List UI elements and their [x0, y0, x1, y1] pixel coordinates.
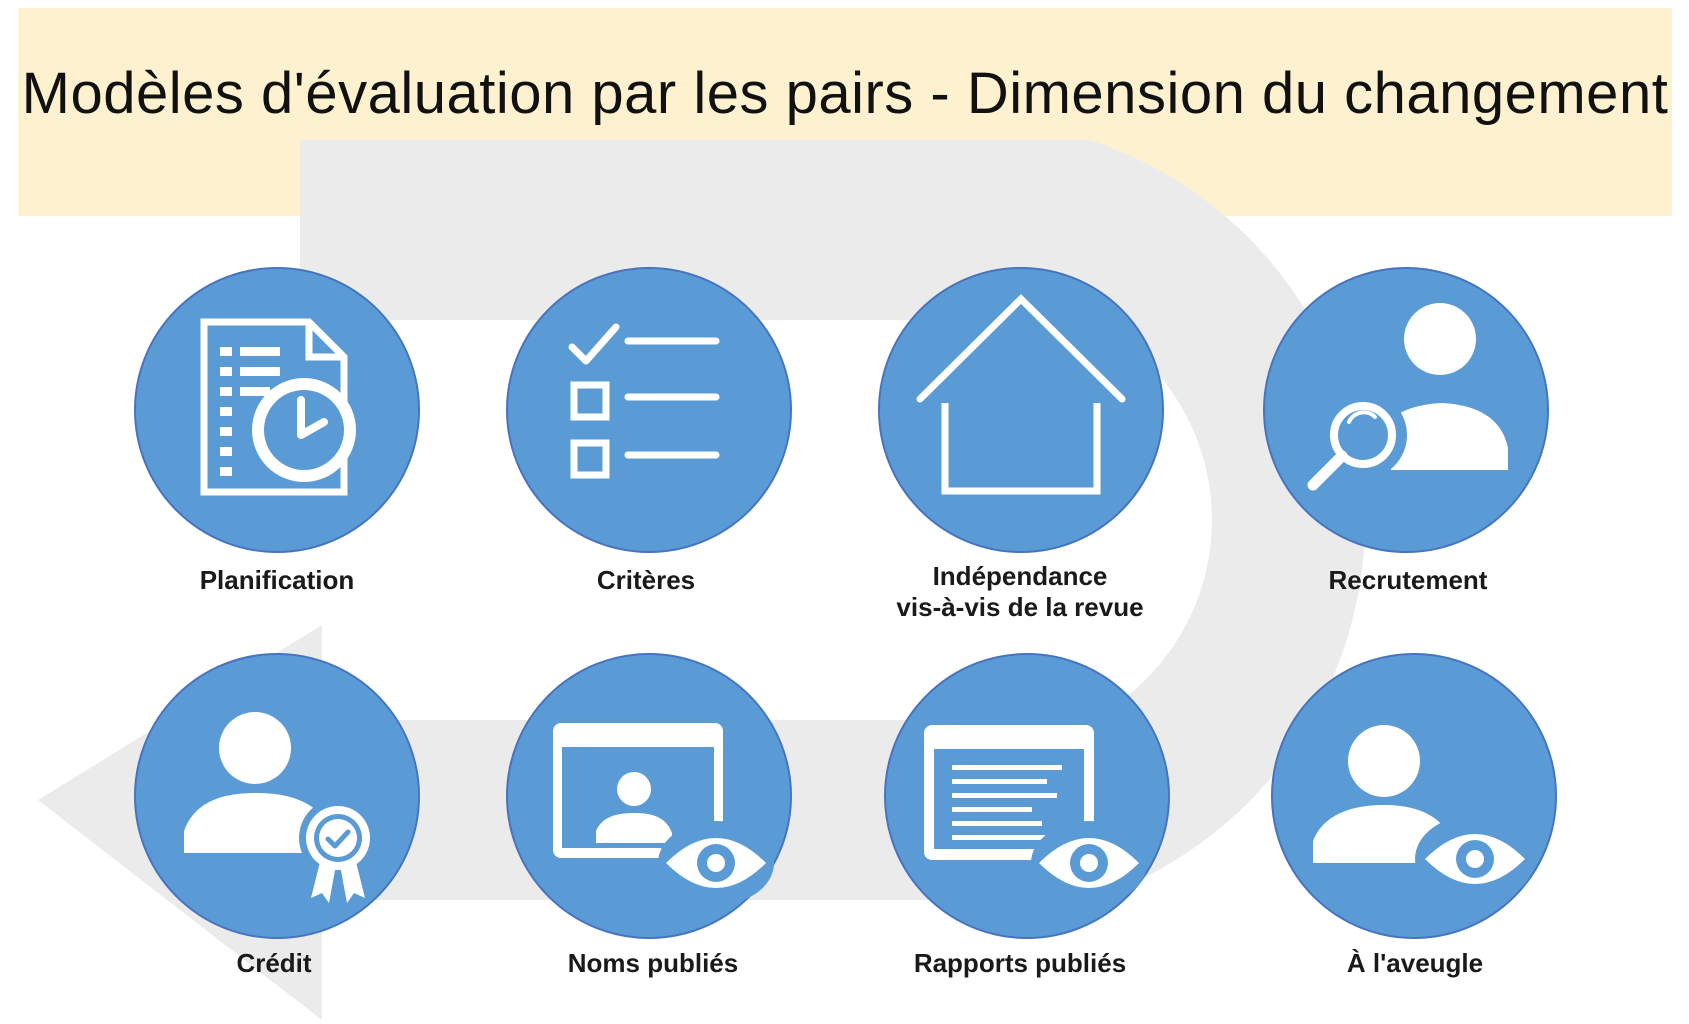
node-aveugle — [1271, 653, 1557, 939]
label-line: Noms publiés — [567, 948, 739, 978]
user-eye-icon — [1313, 725, 1535, 903]
node-rapports-publies — [884, 653, 1170, 939]
node-criteres — [506, 267, 792, 553]
checklist-icon — [568, 323, 720, 479]
node-circle — [506, 267, 792, 553]
document-clock-icon — [200, 318, 356, 496]
house-icon — [916, 294, 1126, 495]
node-circle — [878, 267, 1164, 553]
node-recrutement — [1263, 267, 1549, 553]
label-line: À l'aveugle — [1346, 948, 1484, 978]
node-planification — [134, 267, 420, 553]
label-line: vis-à-vis de la revue — [896, 592, 1144, 622]
profile-window-eye-icon — [553, 723, 774, 905]
label-criteres: Critères — [446, 565, 846, 596]
label-rapports-publies: Rapports publiés — [820, 948, 1220, 979]
node-noms-publies — [506, 653, 792, 939]
label-noms-publies: Noms publiés — [453, 948, 853, 979]
label-recrutement: Recrutement — [1208, 565, 1608, 596]
label-line: Crédit — [236, 948, 312, 978]
user-badge-icon — [184, 712, 379, 903]
label-line: Indépendance — [932, 561, 1108, 591]
page-title: Modèles d'évaluation par les pairs - Dim… — [21, 61, 1669, 126]
node-independance — [878, 267, 1164, 553]
report-window-eye-icon — [924, 725, 1147, 905]
label-independance: Indépendance vis-à-vis de la revue — [820, 561, 1220, 623]
label-line: Planification — [199, 565, 355, 595]
label-line: Rapports publiés — [913, 948, 1127, 978]
label-line: Recrutement — [1328, 565, 1488, 595]
label-credit: Crédit — [74, 948, 474, 979]
label-planification: Planification — [77, 565, 477, 596]
label-aveugle: À l'aveugle — [1215, 948, 1615, 979]
user-search-icon — [1307, 303, 1508, 491]
node-circle — [1263, 267, 1549, 553]
label-line: Critères — [596, 565, 696, 595]
node-credit — [134, 653, 420, 939]
